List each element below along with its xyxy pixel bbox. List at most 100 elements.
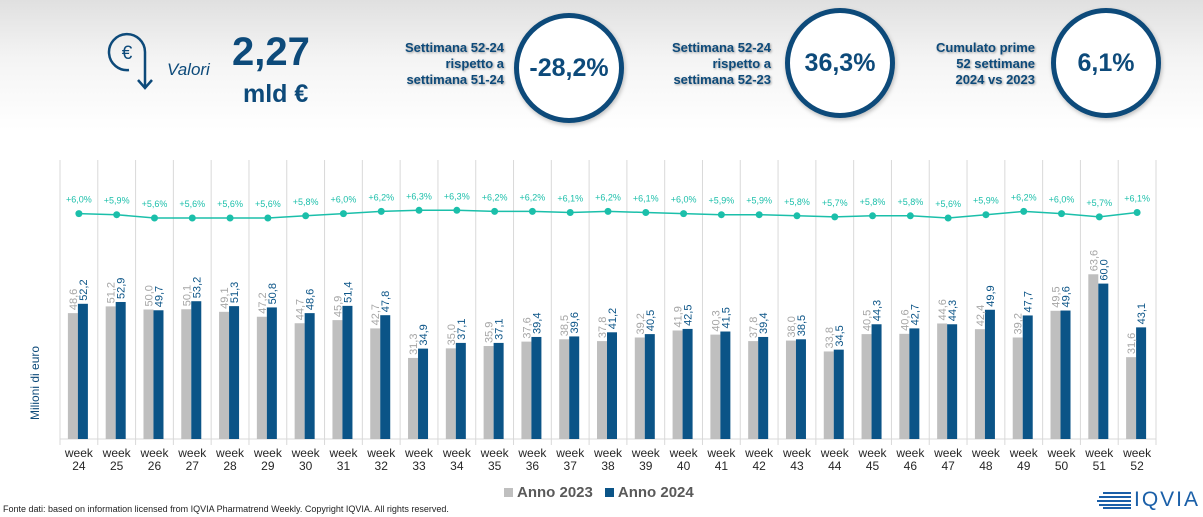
x-tick-label: 39 [639, 459, 653, 473]
growth-point [1020, 207, 1028, 215]
growth-point [302, 212, 310, 220]
bar-anno-2024 [682, 328, 693, 439]
bar-data-label: 34,9 [418, 324, 430, 345]
x-tick-label: 24 [72, 459, 86, 473]
kpi-label-line: rispetto a [445, 56, 504, 71]
bar-data-label: 31,6 [1126, 333, 1138, 354]
x-tick-label: week [858, 446, 888, 460]
bar-anno-2023 [597, 341, 607, 439]
bar-anno-2024 [1098, 283, 1109, 439]
legend-swatch-2023 [504, 488, 513, 497]
x-tick-label: week [706, 446, 736, 460]
bar-data-label: 41,2 [607, 308, 619, 329]
growth-line: +6,0% +5,9% +5,6% +5,6% +5,6% +5,6% +5,8% +6,0%… [66, 191, 1150, 222]
bar-anno-2023 [634, 337, 645, 439]
bar-anno-2024 [569, 336, 580, 439]
bar-data-label: 47,8 [380, 291, 392, 312]
bar-anno-2023 [483, 346, 494, 439]
x-tick-label: week [669, 446, 699, 460]
growth-data-label: +6,0% [1049, 195, 1075, 205]
growth-point [226, 214, 234, 222]
growth-data-label: +5,9% [708, 196, 734, 206]
x-tick-label: 36 [526, 459, 540, 473]
kpi-circle-week-vs-prev-year: 36,3% [785, 8, 895, 118]
growth-point [642, 209, 650, 216]
x-tick-label: week [1009, 446, 1039, 460]
bar-data-label: 39,6 [569, 312, 581, 333]
bar-anno-2023 [219, 311, 230, 439]
x-tick-label: 50 [1055, 459, 1069, 473]
growth-point [982, 211, 990, 219]
x-tick-label: week [404, 446, 434, 460]
bar-anno-2023 [748, 341, 759, 439]
bar-anno-2024 [984, 309, 995, 439]
kpi-label-line: Settimana 52-24 [672, 40, 771, 55]
x-tick-label: week [480, 446, 510, 460]
bar-data-label: 48,6 [305, 289, 317, 310]
kpi-label-line: settimana 51-24 [406, 72, 504, 87]
growth-point [339, 210, 347, 218]
bar-data-label: 40,5 [645, 310, 657, 331]
kpi-label-week-vs-prev-week: Settimana 52-24 rispetto a settimana 51-… [378, 40, 504, 88]
growth-data-label: +5,7% [822, 198, 848, 208]
bar-data-label: 52,9 [116, 278, 128, 299]
legend-label-2023: Anno 2023 [517, 484, 593, 501]
growth-data-label: +5,8% [897, 197, 923, 207]
x-tick-label: week [971, 446, 1001, 460]
growth-point [150, 214, 158, 222]
valori-label: Valori [167, 60, 210, 79]
x-tick-labels: week24week25week26week27week28week29week… [64, 446, 1152, 473]
bar-data-label: 37,8 [597, 317, 609, 338]
bar-data-label: 40,5 [862, 310, 874, 331]
x-tick-label: 25 [110, 459, 124, 473]
x-tick-label: 31 [337, 459, 351, 473]
x-tick-label: 48 [979, 459, 993, 473]
growth-data-label: +6,0% [671, 195, 697, 205]
legend-swatch-2024 [604, 488, 614, 497]
bar-data-label: 40,3 [710, 310, 722, 331]
bar-anno-2024 [153, 310, 164, 439]
bar-anno-2023 [1050, 310, 1061, 439]
x-tick-label: 52 [1130, 459, 1144, 473]
bar-anno-2023 [974, 329, 985, 439]
bar-data-label: 35,9 [484, 322, 496, 343]
bar-data-label: 42,7 [370, 304, 382, 325]
bar-data-label: 39,2 [635, 313, 647, 334]
bar-anno-2023 [67, 313, 78, 439]
growth-data-label: +5,9% [104, 196, 130, 206]
growth-point [869, 212, 877, 220]
growth-data-label: +5,6% [179, 199, 205, 209]
growth-point [1058, 210, 1066, 218]
growth-data-label: +6,0% [331, 195, 357, 205]
bar-labels: 48,6 51,2 50,0 50,1 49,1 47,2 44,7 45,9 42,7 31,3… [68, 250, 1148, 355]
growth-point [831, 213, 839, 221]
bar-anno-2023 [1012, 337, 1023, 439]
x-tick-label: week [139, 446, 169, 460]
growth-point [604, 207, 612, 215]
bar-anno-2024 [795, 339, 806, 439]
growth-point [188, 214, 196, 222]
bar-anno-2024 [493, 342, 504, 439]
x-tick-label: 49 [1017, 459, 1031, 473]
growth-data-label: +5,8% [293, 197, 319, 207]
x-tick-label: 44 [828, 459, 842, 473]
bar-data-label: 40,6 [899, 309, 911, 330]
bar-data-label: 38,5 [796, 315, 808, 336]
bar-anno-2024 [607, 332, 617, 439]
bar-anno-2024 [871, 324, 882, 439]
bar-anno-2024 [455, 342, 466, 439]
bar-data-label: 52,2 [78, 279, 90, 300]
kpi-label-cumulative: Cumulato prime 52 settimane 2024 vs 2023 [912, 40, 1035, 88]
x-tick-label: 27 [186, 459, 200, 473]
weekly-sales-chart: 48,6 51,2 50,0 50,1 49,1 47,2 44,7 45,9 42,7 31,3… [59, 160, 1157, 473]
x-tick-label: week [744, 446, 774, 460]
growth-point [793, 212, 801, 220]
growth-point [1095, 213, 1103, 221]
growth-data-label: +6,0% [66, 195, 92, 205]
growth-point [680, 210, 688, 218]
x-tick-label: 34 [450, 459, 464, 473]
bar-data-label: 44,7 [295, 299, 307, 320]
kpi-circle-cumulative: 6,1% [1051, 8, 1161, 118]
bar-anno-2023 [710, 334, 721, 439]
bar-anno-2023 [1126, 357, 1137, 439]
